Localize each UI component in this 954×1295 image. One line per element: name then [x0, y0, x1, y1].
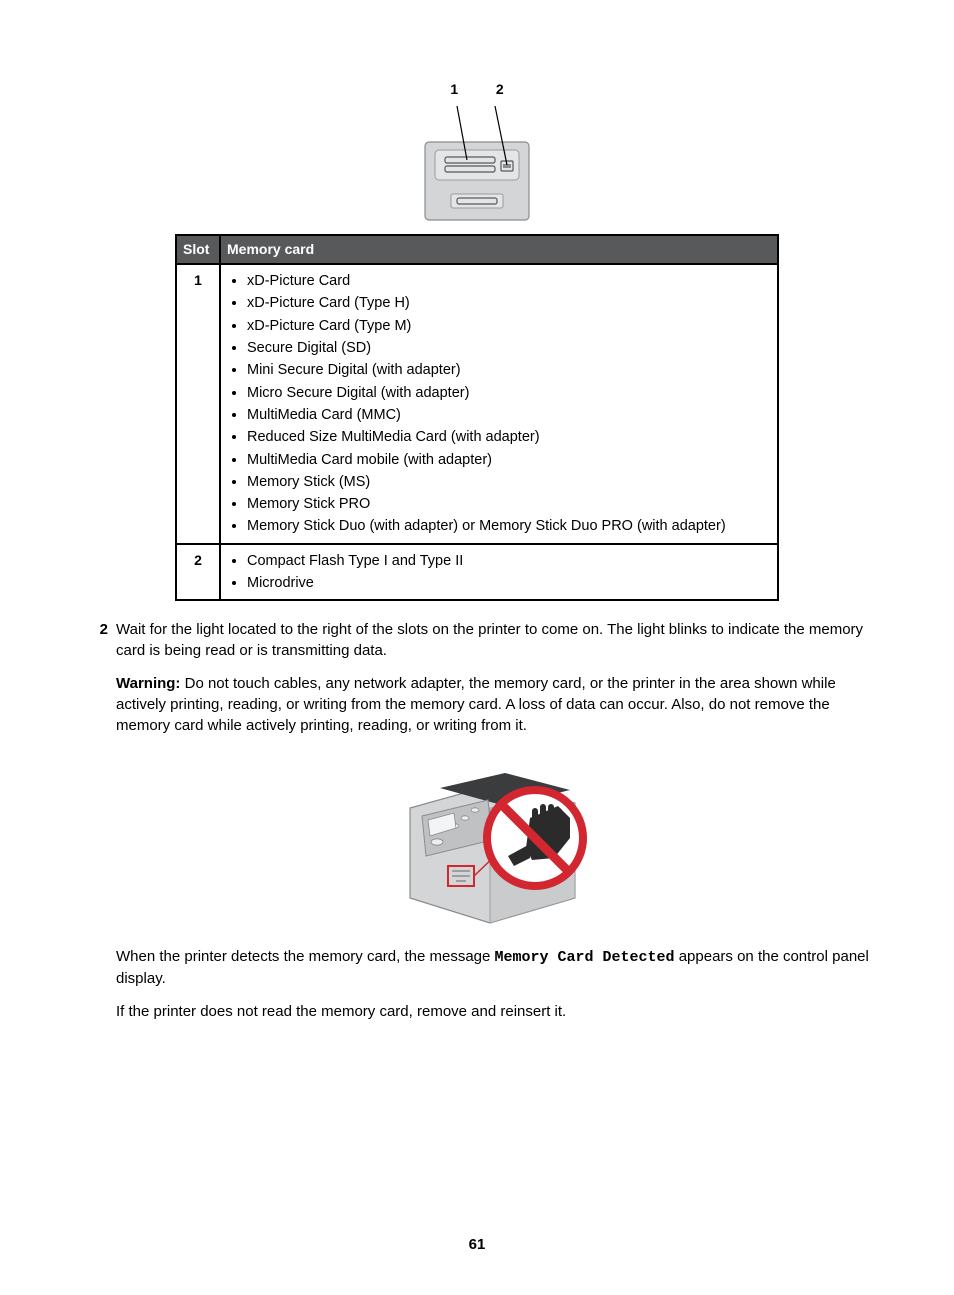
list-item: xD-Picture Card (Type H): [247, 293, 769, 313]
cards-cell: xD-Picture CardxD-Picture Card (Type H) x…: [220, 264, 778, 544]
list-item: Secure Digital (SD): [247, 338, 769, 358]
list-item: Memory Stick (MS): [247, 472, 769, 492]
step-number: 2: [80, 619, 116, 1034]
list-item: Compact Flash Type I and Type II: [247, 551, 769, 571]
card-list: Compact Flash Type I and Type IIMicrodri…: [247, 551, 769, 594]
list-item: MultiMedia Card (MMC): [247, 405, 769, 425]
list-item: xD-Picture Card: [247, 271, 769, 291]
list-item: Micro Secure Digital (with adapter): [247, 383, 769, 403]
printer-prohibit-figure: [380, 748, 610, 928]
step-warning: Warning: Do not touch cables, any networ…: [116, 673, 874, 736]
card-list: xD-Picture CardxD-Picture Card (Type H) x…: [247, 271, 769, 537]
p3-code: Memory Card Detected: [495, 949, 675, 966]
step-2: 2 Wait for the light located to the righ…: [80, 619, 874, 1034]
list-item: Memory Stick Duo (with adapter) or Memor…: [247, 516, 769, 536]
table-row: 2 Compact Flash Type I and Type IIMicrodr…: [176, 544, 778, 601]
list-item: Memory Stick PRO: [247, 494, 769, 514]
list-item: Reduced Size MultiMedia Card (with adapt…: [247, 427, 769, 447]
cards-cell: Compact Flash Type I and Type IIMicrodri…: [220, 544, 778, 601]
prohibit-icon: [487, 790, 583, 886]
warning-label: Warning:: [116, 675, 180, 692]
table-row: 1xD-Picture CardxD-Picture Card (Type H)…: [176, 264, 778, 544]
list-item: MultiMedia Card mobile (with adapter): [247, 450, 769, 470]
th-slot: Slot: [176, 235, 220, 265]
th-card: Memory card: [220, 235, 778, 265]
slot-number-cell: 1: [176, 264, 220, 544]
slot-figure: [417, 102, 537, 222]
slot-label-2: 2: [496, 80, 504, 100]
list-item: Microdrive: [247, 573, 769, 593]
list-item: Mini Secure Digital (with adapter): [247, 360, 769, 380]
page-number: 61: [80, 1234, 874, 1255]
p3-a: When the printer detects the memory card…: [116, 948, 495, 965]
slot-label-1: 1: [450, 80, 458, 100]
memory-card-table: Slot Memory card 1xD-Picture CardxD-Pict…: [175, 234, 779, 602]
step-p4: If the printer does not read the memory …: [116, 1001, 874, 1022]
step-p1: Wait for the light located to the right …: [116, 619, 874, 661]
step-body: Wait for the light located to the right …: [116, 619, 874, 1034]
slot-figure-labels: 1 2: [80, 80, 874, 100]
slot-number-cell: 2: [176, 544, 220, 601]
page: 1 2 Slot Memory card 1 xD-Picture Card: [0, 0, 954, 1295]
warning-text: Do not touch cables, any network adapter…: [116, 675, 836, 734]
step-p3: When the printer detects the memory card…: [116, 946, 874, 989]
list-item: xD-Picture Card (Type M): [247, 316, 769, 336]
